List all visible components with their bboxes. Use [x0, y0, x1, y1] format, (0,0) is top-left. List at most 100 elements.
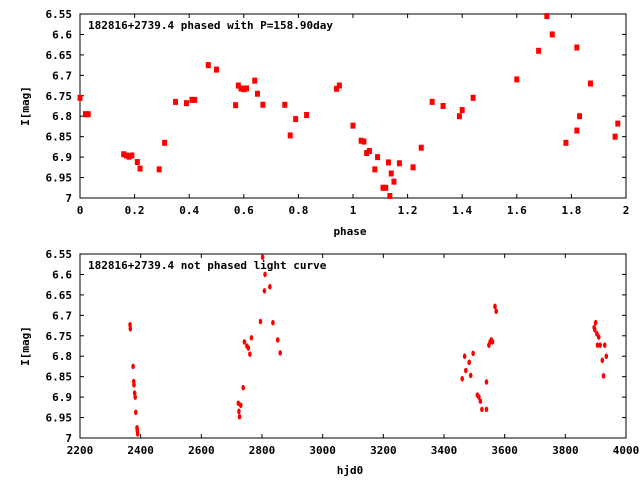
y-tick-label: 6.75: [46, 90, 73, 103]
y-tick-label: 6.75: [46, 330, 73, 343]
data-point: [358, 137, 364, 144]
data-point: [600, 357, 605, 364]
data-point: [241, 384, 245, 391]
x-tick-label: 2400: [127, 444, 154, 457]
data-point: [123, 152, 129, 159]
data-point: [126, 153, 132, 160]
data-point: [470, 94, 476, 101]
y-tick-label: 6.9: [52, 151, 72, 164]
data-point: [460, 375, 465, 382]
x-tick-label: 2800: [249, 444, 276, 457]
x-tick-label: 2: [623, 204, 630, 217]
y-tick-label: 6.65: [46, 49, 73, 62]
data-point: [132, 382, 136, 388]
data-point: [493, 303, 497, 310]
data-point: [536, 47, 542, 54]
data-point: [162, 139, 168, 146]
y-tick-label: 6.55: [46, 248, 73, 261]
data-point: [134, 159, 140, 166]
data-point: [238, 402, 243, 409]
data-point: [387, 192, 393, 199]
data-point: [383, 184, 389, 191]
x-tick-label: 3600: [491, 444, 518, 457]
data-point: [596, 334, 601, 340]
data-point: [601, 373, 606, 379]
data-point: [593, 319, 598, 326]
data-point: [214, 66, 219, 73]
data-point: [598, 342, 603, 348]
x-tick-label: 0.8: [288, 204, 308, 217]
data-point: [375, 154, 381, 161]
x-axis-label: phase: [333, 225, 366, 238]
y-tick-label: 7: [65, 192, 72, 205]
data-point: [477, 394, 481, 400]
data-point: [462, 353, 467, 360]
axis-ticks: 0 0.2 0.4 0.6 0.8 1 1.2 1.4 1.6 1.8 2 6.55 6.6 6.65 6.…: [46, 8, 630, 217]
data-point: [366, 147, 372, 154]
x-tick-label: 1.4: [452, 204, 472, 217]
data-point: [293, 116, 299, 123]
data-point: [282, 101, 288, 108]
data-point: [334, 85, 340, 92]
data-point: [258, 318, 263, 325]
data-point: [205, 62, 211, 69]
unphased-light-curve-panel: 182816+2739.4 not phased light curve hjd…: [19, 248, 639, 477]
data-point: [372, 166, 378, 173]
data-point: [563, 139, 569, 146]
y-tick-label: 6.6: [52, 268, 72, 281]
data-point: [480, 406, 484, 413]
data-point: [456, 113, 462, 120]
data-point: [364, 150, 370, 157]
data-point: [592, 326, 597, 333]
data-point: [246, 345, 251, 351]
data-point: [467, 359, 471, 366]
data-point: [577, 113, 583, 120]
y-tick-label: 6.8: [52, 110, 72, 123]
data-point: [304, 111, 310, 118]
data-point: [238, 85, 244, 92]
data-point: [602, 342, 607, 348]
x-axis-label: hjd0: [337, 464, 364, 477]
data-point: [396, 160, 402, 167]
data-point: [260, 254, 265, 261]
data-point: [129, 152, 135, 159]
data-point: [131, 363, 135, 370]
y-tick-label: 6.6: [52, 28, 72, 41]
data-point: [192, 96, 198, 103]
data-point: [252, 77, 258, 84]
y-tick-label: 6.95: [46, 412, 73, 425]
x-tick-label: 1.2: [398, 204, 418, 217]
data-point: [244, 85, 250, 92]
x-tick-label: 3000: [309, 444, 336, 457]
data-point: [271, 319, 275, 326]
data-point: [268, 283, 272, 290]
data-point: [235, 82, 241, 89]
data-point: [254, 90, 260, 97]
x-tick-label: 0: [77, 204, 84, 217]
data-point: [263, 271, 267, 278]
data-point: [574, 127, 580, 134]
y-tick-label: 6.85: [46, 371, 73, 384]
y-tick-label: 6.85: [46, 131, 73, 144]
y-tick-label: 6.55: [46, 8, 73, 21]
data-point: [468, 372, 473, 379]
data-point: [237, 413, 242, 420]
data-point: [82, 111, 88, 118]
data-point: [173, 98, 179, 105]
x-tick-label: 0.4: [179, 204, 199, 217]
data-point: [385, 159, 391, 166]
data-point: [249, 335, 254, 341]
data-point: [549, 31, 555, 38]
data-point: [121, 151, 127, 158]
data-point: [464, 367, 468, 374]
data-point: [484, 379, 489, 385]
x-tick-label: 1: [350, 204, 357, 217]
data-point: [484, 406, 489, 413]
data-point: [134, 409, 138, 416]
x-tick-label: 0.2: [125, 204, 145, 217]
y-tick-label: 6.9: [52, 391, 72, 404]
phased-light-curve-panel: 182816+2739.4 phased with P=158.90day ph…: [19, 8, 629, 238]
x-tick-label: 1.8: [561, 204, 581, 217]
data-point: [471, 350, 475, 357]
data-point: [237, 408, 241, 415]
